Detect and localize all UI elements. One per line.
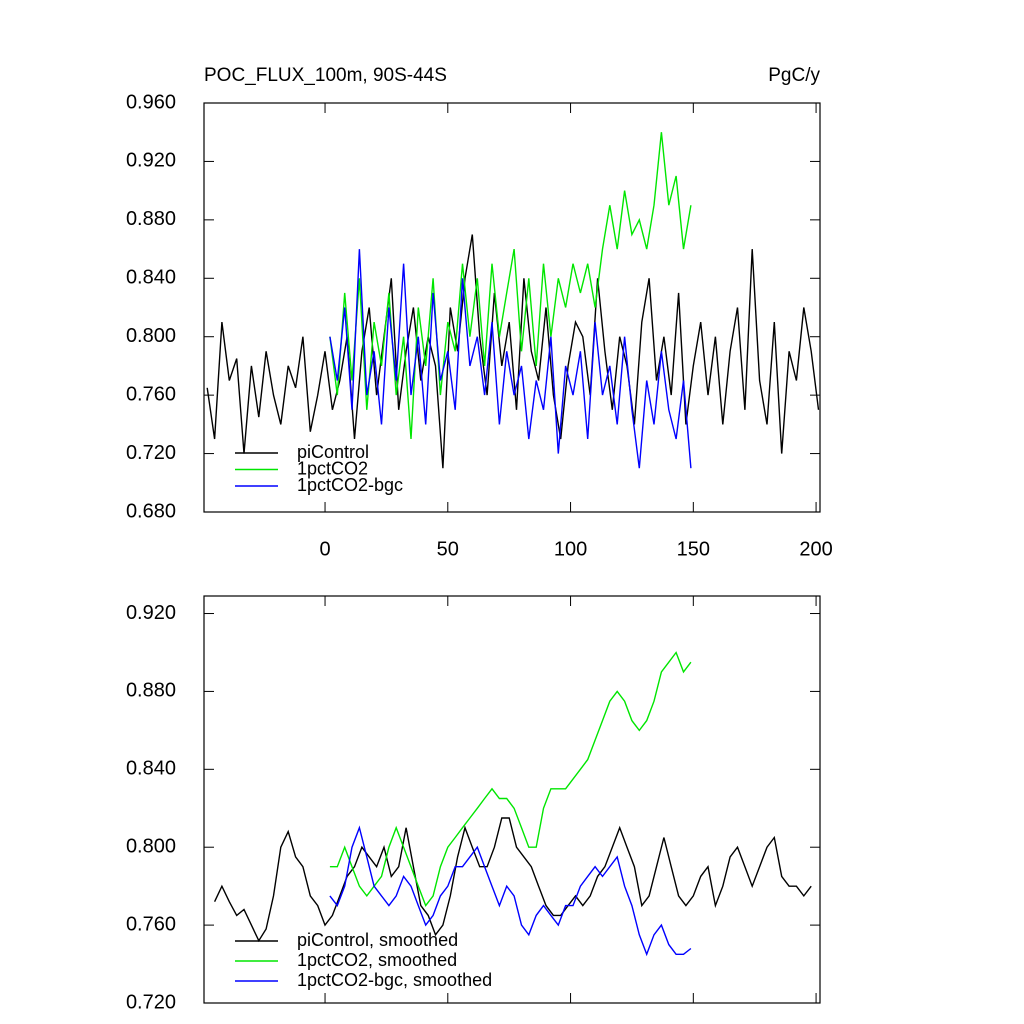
- y-tick-label: 0.960: [126, 91, 176, 113]
- series-line: [329, 249, 692, 469]
- y-tick-label: 0.720: [126, 991, 176, 1013]
- series-line: [213, 817, 812, 943]
- series-line: [329, 132, 692, 440]
- series-line: [329, 651, 692, 908]
- legend-label: piControl, smoothed: [297, 930, 458, 950]
- y-tick-label: 0.920: [126, 602, 176, 624]
- x-tick-label: 200: [799, 538, 832, 560]
- legend-label: 1pctCO2-bgc: [297, 475, 403, 495]
- x-tick-label: 0: [319, 538, 330, 560]
- x-tick-label: 100: [554, 538, 587, 560]
- x-tick-label: 50: [437, 538, 459, 560]
- y-tick-label: 0.760: [126, 913, 176, 935]
- legend-label: piControl: [297, 442, 369, 462]
- y-tick-label: 0.880: [126, 208, 176, 230]
- y-tick-label: 0.840: [126, 758, 176, 780]
- y-tick-label: 0.920: [126, 150, 176, 172]
- y-tick-label: 0.720: [126, 442, 176, 464]
- series-line: [329, 825, 692, 957]
- legend-label: 1pctCO2, smoothed: [297, 950, 457, 970]
- y-tick-label: 0.880: [126, 680, 176, 702]
- plot-frame: [203, 595, 821, 1004]
- y-tick-label: 0.680: [126, 500, 176, 522]
- legend-label: 1pctCO2-bgc, smoothed: [297, 970, 492, 990]
- y-tick-label: 0.840: [126, 267, 176, 289]
- y-tick-label: 0.760: [126, 383, 176, 405]
- x-tick-label: 150: [677, 538, 710, 560]
- y-tick-label: 0.800: [126, 835, 176, 857]
- plot-frame: [203, 102, 821, 513]
- legend-label: 1pctCO2: [297, 458, 368, 478]
- chart-title: POC_FLUX_100m, 90S-44S: [204, 65, 447, 86]
- units-label: PgC/y: [768, 65, 820, 86]
- series-line: [206, 234, 820, 469]
- y-tick-label: 0.800: [126, 325, 176, 347]
